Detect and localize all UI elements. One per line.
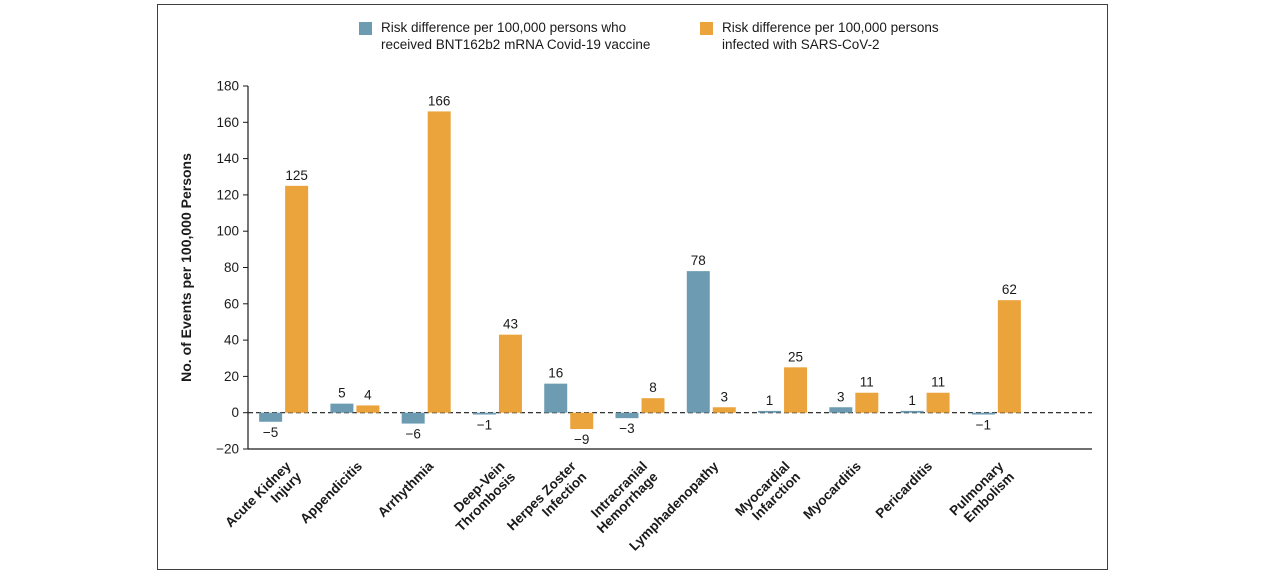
bar-value-label-sars-cov-2-infection-pericarditis: 11 [931,375,945,390]
bar-sars-cov-2-infection-lymphadenopathy [712,407,736,413]
legend-item-vaccine: Risk difference per 100,000 persons who … [359,19,666,54]
bar-vaccine-herpes-zoster-infection [544,383,568,413]
bar-value-label-vaccine-myocardial-infarction: 1 [766,393,774,408]
bar-sars-cov-2-infection-pericarditis [926,392,950,413]
bar-sars-cov-2-infection-myocardial-infarction [784,367,808,413]
bar-sars-cov-2-infection-myocarditis [855,392,879,413]
bar-vaccine-acute-kidney-injury [259,412,283,422]
bar-value-label-sars-cov-2-infection-acute-kidney-injury: 125 [285,168,308,183]
bar-value-label-sars-cov-2-infection-arrhythmia: 166 [428,93,451,108]
y-tick-label: 100 [216,224,239,239]
bar-value-label-vaccine-pericarditis: 1 [908,393,916,408]
bar-value-label-vaccine-intracranial-hemorrhage: −3 [619,421,634,436]
bar-vaccine-myocarditis [829,407,853,413]
y-axis-title: No. of Events per 100,000 Persons [178,153,194,382]
y-tick-label: 80 [224,260,239,275]
bar-value-label-vaccine-appendicitis: 5 [338,386,346,401]
bar-value-label-vaccine-lymphadenopathy: 78 [691,253,706,268]
bar-sars-cov-2-infection-deep-vein-thrombosis [498,334,522,413]
figure-panel: Risk difference per 100,000 persons who … [157,4,1108,570]
legend-swatch-infection [700,22,713,35]
y-tick-label: 140 [216,151,239,166]
x-category-label: Pericarditis [873,459,936,522]
legend-swatch-vaccine [359,22,372,35]
x-category-label: Myocarditis [800,459,864,523]
y-tick-label: 40 [224,333,239,348]
bar-sars-cov-2-infection-intracranial-hemorrhage [641,398,665,413]
x-category-label: Arrhythmia [375,458,437,520]
bar-vaccine-lymphadenopathy [686,271,710,413]
legend-label-infection: Risk difference per 100,000 persons infe… [722,20,939,53]
bar-value-label-sars-cov-2-infection-appendicitis: 4 [364,387,372,402]
x-category-label: Herpes ZosterInfection [504,458,590,544]
bar-vaccine-arrhythmia [401,412,425,424]
bar-vaccine-pericarditis [900,410,924,413]
bar-sars-cov-2-infection-pulmonary-embolism [997,300,1021,413]
bar-vaccine-pulmonary-embolism [971,412,995,415]
bar-value-label-vaccine-herpes-zoster-infection: 16 [548,366,563,381]
legend-label-vaccine: Risk difference per 100,000 persons who … [381,20,651,53]
bar-value-label-vaccine-deep-vein-thrombosis: −1 [477,418,492,433]
bar-value-label-sars-cov-2-infection-intracranial-hemorrhage: 8 [649,380,657,395]
bar-vaccine-intracranial-hemorrhage [615,412,639,419]
bar-value-label-vaccine-arrhythmia: −6 [405,427,420,442]
y-tick-label: 20 [224,369,239,384]
bar-value-label-sars-cov-2-infection-herpes-zoster-infection: −9 [574,432,589,447]
bar-sars-cov-2-infection-arrhythmia [427,111,451,413]
bar-vaccine-deep-vein-thrombosis [472,412,496,415]
bar-value-label-vaccine-pulmonary-embolism: −1 [976,418,991,433]
bar-sars-cov-2-infection-acute-kidney-injury [285,185,309,413]
bar-value-label-sars-cov-2-infection-myocarditis: 11 [860,375,874,390]
y-tick-label: 120 [216,187,239,202]
bar-sars-cov-2-infection-herpes-zoster-infection [570,412,594,430]
x-category-label: MyocardialInfarction [732,459,803,530]
y-tick-label: 60 [224,296,239,311]
bar-vaccine-appendicitis [330,403,354,413]
y-tick-label: 160 [216,115,239,130]
chart-legend: Risk difference per 100,000 persons who … [359,19,962,54]
bar-vaccine-myocardial-infarction [758,410,782,413]
bar-value-label-vaccine-acute-kidney-injury: −5 [263,425,278,440]
bar-value-label-sars-cov-2-infection-pulmonary-embolism: 62 [1002,282,1017,297]
y-tick-label: 0 [231,405,239,420]
bar-value-label-vaccine-myocarditis: 3 [837,389,845,404]
y-tick-label: 180 [216,79,239,94]
bar-sars-cov-2-infection-appendicitis [356,405,380,413]
x-category-label: Appendicitis [297,459,365,527]
bar-value-label-sars-cov-2-infection-deep-vein-thrombosis: 43 [503,317,518,332]
legend-item-infection: Risk difference per 100,000 persons infe… [700,19,962,54]
x-category-label: Acute KidneyInjury [222,458,305,541]
x-category-label: PulmonaryEmbolism [947,458,1018,529]
y-tick-label: −20 [216,442,239,457]
bar-value-label-sars-cov-2-infection-lymphadenopathy: 3 [721,389,729,404]
bar-value-label-sars-cov-2-infection-myocardial-infarction: 25 [788,349,803,364]
bar-chart: −5 5 −6 −1 16 −3 78 1 3 1 −1 125 4 166 43 −9 8 3 25 11 11 62 −… [178,79,1092,554]
